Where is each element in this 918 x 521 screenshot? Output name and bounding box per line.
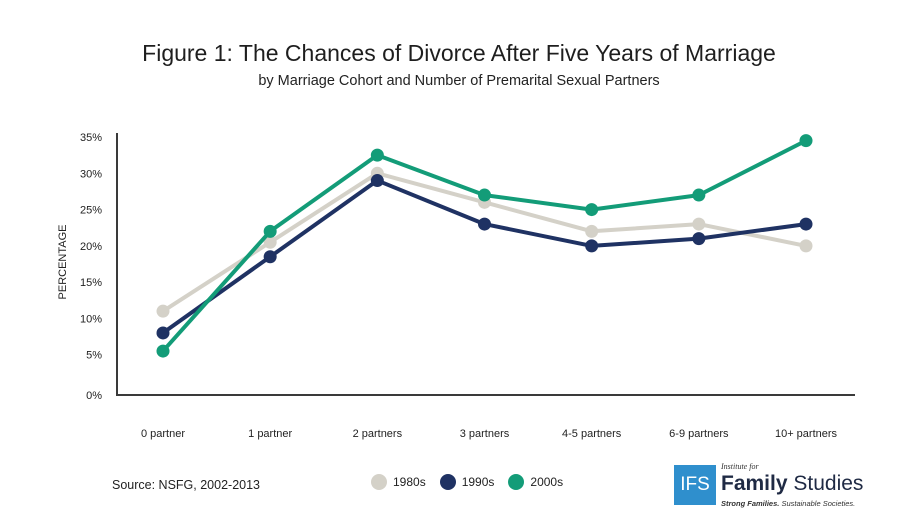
legend-item: 1990s [439,474,495,490]
x-tick-label: 4-5 partners [562,428,622,440]
data-point [799,217,813,231]
series-line [161,138,807,353]
y-tick-label: 15% [80,277,102,289]
data-point [370,174,384,188]
x-tick-label: 2 partners [353,428,403,440]
logo-tagline-bold: Strong Families. [721,499,780,508]
y-tick-label: 10% [80,313,102,325]
data-point [692,232,706,246]
data-point [799,239,813,253]
logo-tagline: Strong Families. Sustainable Societies. [721,499,855,508]
data-point [263,250,277,264]
y-tick-label: 25% [80,205,102,217]
data-point [156,304,170,318]
logo-name: Family Studies [721,472,863,496]
data-point [585,203,599,217]
chart-title: Figure 1: The Chances of Divorce After F… [142,40,776,66]
x-tick-label: 3 partners [460,428,510,440]
data-point [692,188,706,202]
legend-label: 1990s [461,475,495,489]
data-point [799,134,813,148]
legend-swatch [508,474,525,490]
source-note: Source: NSFG, 2002-2013 [112,478,260,492]
legend: 1980s 1990s 2000s [371,472,577,492]
data-point [478,188,491,202]
legend-item: 2000s [508,474,563,490]
y-tick-labels: 0% 5% 10% 15% 20% 25% 30% 35% [80,132,102,402]
series-2000s [156,134,813,358]
data-point [585,239,599,253]
legend-label: 1980s [393,475,426,489]
data-point [692,217,706,231]
ifs-logo: IFS Institute for Family Studies Strong … [674,463,864,509]
data-point [263,235,277,249]
data-point [478,217,491,231]
chart-subtitle: by Marriage Cohort and Number of Premari… [258,73,660,89]
logo-tagline-regular: Sustainable Societies. [781,499,856,508]
x-tick-labels: 0 partner 1 partner 2 partners 3 partners 4-… [141,428,838,440]
series-layer [156,134,813,358]
logo-name-bold: Family [721,472,788,495]
legend-swatch [371,474,387,490]
data-point [585,224,599,238]
data-point [156,344,170,358]
legend-item: 1980s [371,474,426,490]
legend-label: 2000s [530,475,564,489]
y-tick-label: 5% [86,350,102,362]
x-tick-label: 1 partner [248,428,292,440]
logo-name-regular: Studies [793,472,864,495]
legend-swatch [439,474,456,490]
chart-axes [116,133,855,396]
y-axis-label: PERCENTAGE [57,225,69,300]
data-point [263,224,277,238]
y-tick-label: 0% [86,390,102,402]
data-point [156,326,170,340]
x-tick-label: 0 partner [141,428,185,440]
logo-mark: IFS [674,465,716,505]
logo-institute-text: Institute for [721,462,759,471]
x-tick-label: 6-9 partners [669,428,729,440]
y-tick-label: 20% [80,241,102,253]
data-point [370,148,384,162]
y-tick-label: 35% [80,132,102,144]
x-tick-label: 10+ partners [775,428,838,440]
series-1990s [156,174,813,340]
y-tick-label: 30% [80,168,102,180]
